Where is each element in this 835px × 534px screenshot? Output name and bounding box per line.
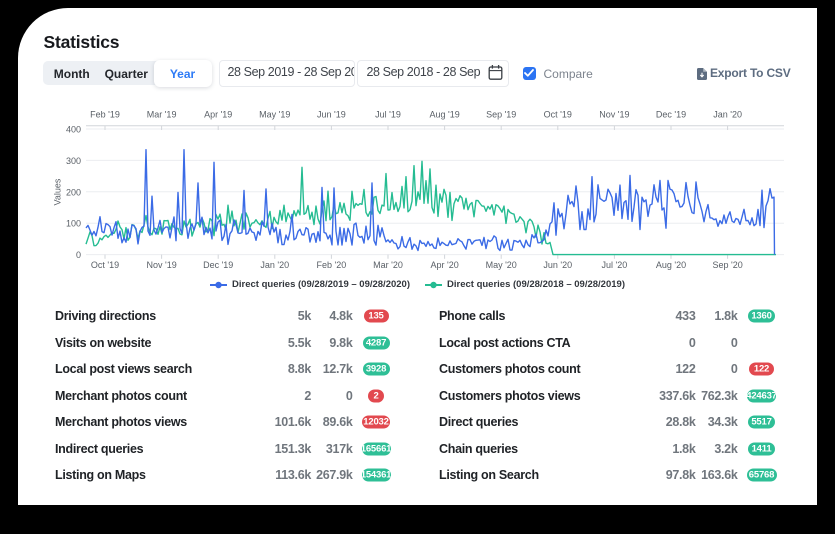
svg-text:Aug '19: Aug '19 [429,110,459,120]
svg-text:Mar '20: Mar '20 [373,260,403,270]
svg-text:Jun '20: Jun '20 [543,260,572,270]
svg-text:Feb '20: Feb '20 [317,260,347,270]
svg-text:Aug '20: Aug '20 [656,260,686,270]
svg-text:Dec '19: Dec '19 [203,260,233,270]
svg-text:May '19: May '19 [259,110,290,120]
svg-text:Feb '19: Feb '19 [90,110,120,120]
svg-text:Jul '19: Jul '19 [375,110,401,120]
svg-text:Nov '19: Nov '19 [599,110,629,120]
svg-text:Values: Values [53,178,63,205]
svg-text:May '20: May '20 [486,260,517,270]
svg-text:Jan '20: Jan '20 [713,110,742,120]
svg-text:Jul '20: Jul '20 [602,260,628,270]
svg-text:Dec '19: Dec '19 [656,110,686,120]
svg-text:Sep '20: Sep '20 [712,260,742,270]
svg-text:Apr '19: Apr '19 [204,110,232,120]
svg-text:Mar '19: Mar '19 [147,110,177,120]
svg-text:Jan '20: Jan '20 [260,260,289,270]
svg-text:Apr '20: Apr '20 [430,260,458,270]
svg-text:100: 100 [66,219,81,229]
svg-text:Oct '19: Oct '19 [91,260,119,270]
svg-text:Nov '19: Nov '19 [146,260,176,270]
svg-text:300: 300 [66,156,81,166]
svg-text:0: 0 [76,250,81,260]
svg-text:Oct '19: Oct '19 [544,110,572,120]
svg-text:Sep '19: Sep '19 [486,110,516,120]
svg-text:Jun '19: Jun '19 [317,110,346,120]
svg-text:200: 200 [66,187,81,197]
svg-text:400: 400 [66,125,81,135]
